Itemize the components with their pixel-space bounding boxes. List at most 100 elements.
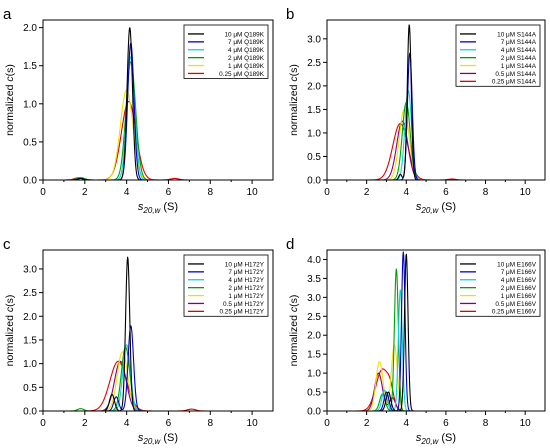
y-tick-label: 0.5 xyxy=(307,388,321,399)
x-tick-label: 10 xyxy=(247,418,259,429)
x-tick-label: 0 xyxy=(40,187,46,198)
legend-label: 1 μM H172Y xyxy=(228,293,264,300)
legend-label: 0.25 μM Q189K xyxy=(219,71,265,78)
y-axis-label: normalized c(s) xyxy=(4,64,16,136)
legend-label: 1 μM E166V xyxy=(501,293,537,300)
y-tick-label: 0.5 xyxy=(307,152,321,163)
y-tick-label: 2.5 xyxy=(23,288,37,299)
y-tick-label: 3.0 xyxy=(307,293,321,304)
series-line xyxy=(43,100,273,180)
legend-label: 4 μM Q189K xyxy=(228,47,265,54)
series-line xyxy=(43,346,273,411)
x-tick-label: 8 xyxy=(207,418,213,429)
y-tick-label: 0.5 xyxy=(23,137,37,148)
series-line xyxy=(327,108,545,180)
y-tick-label: 4.0 xyxy=(307,255,321,266)
series-line xyxy=(327,368,545,411)
y-axis-label: normalized c(s) xyxy=(288,295,300,367)
legend-label: 4 μM S144A xyxy=(501,47,537,54)
series-line xyxy=(327,122,545,180)
series-line xyxy=(327,101,545,180)
x-tick-label: 4 xyxy=(403,418,409,429)
legend-label: 7 μM H172Y xyxy=(228,269,264,276)
legend-label: 2 μM Q189K xyxy=(228,55,265,62)
series-line xyxy=(327,90,545,180)
y-tick-label: 1.0 xyxy=(307,369,321,380)
x-tick-label: 8 xyxy=(483,418,489,429)
y-tick-label: 0.0 xyxy=(307,176,321,187)
plot-frame xyxy=(42,19,274,181)
chart-panel-a: a 0 2 4 6 8 10 0.0 0.5 1.0 1.5 2.0 normalized c(s) s2… xyxy=(3,6,274,215)
plot-frame xyxy=(326,249,546,412)
x-tick-label: 6 xyxy=(166,418,172,429)
x-tick-label: 2 xyxy=(364,418,370,429)
y-tick-label: 1.0 xyxy=(23,99,37,110)
series-line xyxy=(43,325,273,411)
x-tick-label: 0 xyxy=(324,187,330,198)
y-tick-label: 2.0 xyxy=(23,23,37,34)
x-tick-label: 2 xyxy=(82,187,88,198)
legend-box xyxy=(455,254,541,317)
legend-label: 0.25 μM E166V xyxy=(492,309,537,316)
y-tick-label: 0.0 xyxy=(23,176,37,187)
y-tick-label: 1.5 xyxy=(23,335,37,346)
series-line xyxy=(327,120,545,180)
y-axis-label: normalized c(s) xyxy=(4,295,16,367)
legend-label: 10 μM H172Y xyxy=(225,261,265,268)
series-line xyxy=(327,372,545,411)
series-line xyxy=(43,27,273,180)
legend-label: 0.5 μM E166V xyxy=(495,301,536,308)
x-tick-label: 10 xyxy=(247,187,259,198)
legend-box xyxy=(183,254,269,317)
panel-letter: b xyxy=(286,6,294,23)
series-group xyxy=(43,256,273,411)
x-axis-label: s20,w (S) xyxy=(416,432,456,446)
legend-label: 1 μM S144A xyxy=(501,63,537,70)
x-tick-label: 10 xyxy=(520,418,532,429)
series-line xyxy=(43,360,273,411)
legend-label: 0.25 μM H172Y xyxy=(219,309,264,316)
x-tick-label: 6 xyxy=(443,418,449,429)
x-axis-label: s20,w (S) xyxy=(416,201,456,215)
y-axis-label: normalized c(s) xyxy=(288,64,300,136)
legend-label: 0.5 μM S144A xyxy=(495,71,536,78)
y-tick-label: 0.0 xyxy=(307,407,321,418)
x-axis-label: s20,w (S) xyxy=(138,201,178,215)
y-tick-label: 0.0 xyxy=(23,407,37,418)
y-tick-label: 1.0 xyxy=(307,128,321,139)
legend-box xyxy=(455,24,541,87)
chart-panel-c: c 0 2 4 6 8 10 0.0 0.5 1.0 1.5 2.0 2.5 3.0 normalized … xyxy=(3,236,274,446)
legend-label: 7 μM E166V xyxy=(501,269,537,276)
legend-label: 10 μM S144A xyxy=(497,31,537,38)
y-tick-label: 2.0 xyxy=(307,331,321,342)
x-tick-label: 8 xyxy=(483,187,489,198)
series-line xyxy=(327,344,545,411)
y-tick-label: 2.0 xyxy=(23,312,37,323)
plot-frame xyxy=(326,19,546,181)
x-tick-label: 4 xyxy=(124,418,130,429)
y-tick-label: 2.0 xyxy=(307,81,321,92)
x-tick-label: 8 xyxy=(207,187,213,198)
series-line xyxy=(43,360,273,411)
y-tick-label: 1.0 xyxy=(23,359,37,370)
legend-label: 10 μM Q189K xyxy=(224,31,264,38)
x-tick-label: 0 xyxy=(40,418,46,429)
legend-label: 2 μM E166V xyxy=(501,285,537,292)
series-line xyxy=(43,61,273,180)
x-tick-label: 0 xyxy=(324,418,330,429)
legend-label: 2 μM S144A xyxy=(501,55,537,62)
y-tick-label: 3.0 xyxy=(23,264,37,275)
legend-label: 2 μM H172Y xyxy=(228,285,264,292)
y-tick-label: 2.5 xyxy=(307,58,321,69)
legend-label: 0.5 μM H172Y xyxy=(223,301,265,308)
legend-label: 4 μM E166V xyxy=(501,277,537,284)
y-tick-label: 3.0 xyxy=(307,34,321,45)
x-tick-label: 6 xyxy=(443,187,449,198)
chart-panel-d: d 0 2 4 6 8 10 0.0 0.5 1.0 1.5 2.0 2.5 3.0 3.5 4.0 norma… xyxy=(286,236,546,446)
x-tick-label: 4 xyxy=(403,187,409,198)
